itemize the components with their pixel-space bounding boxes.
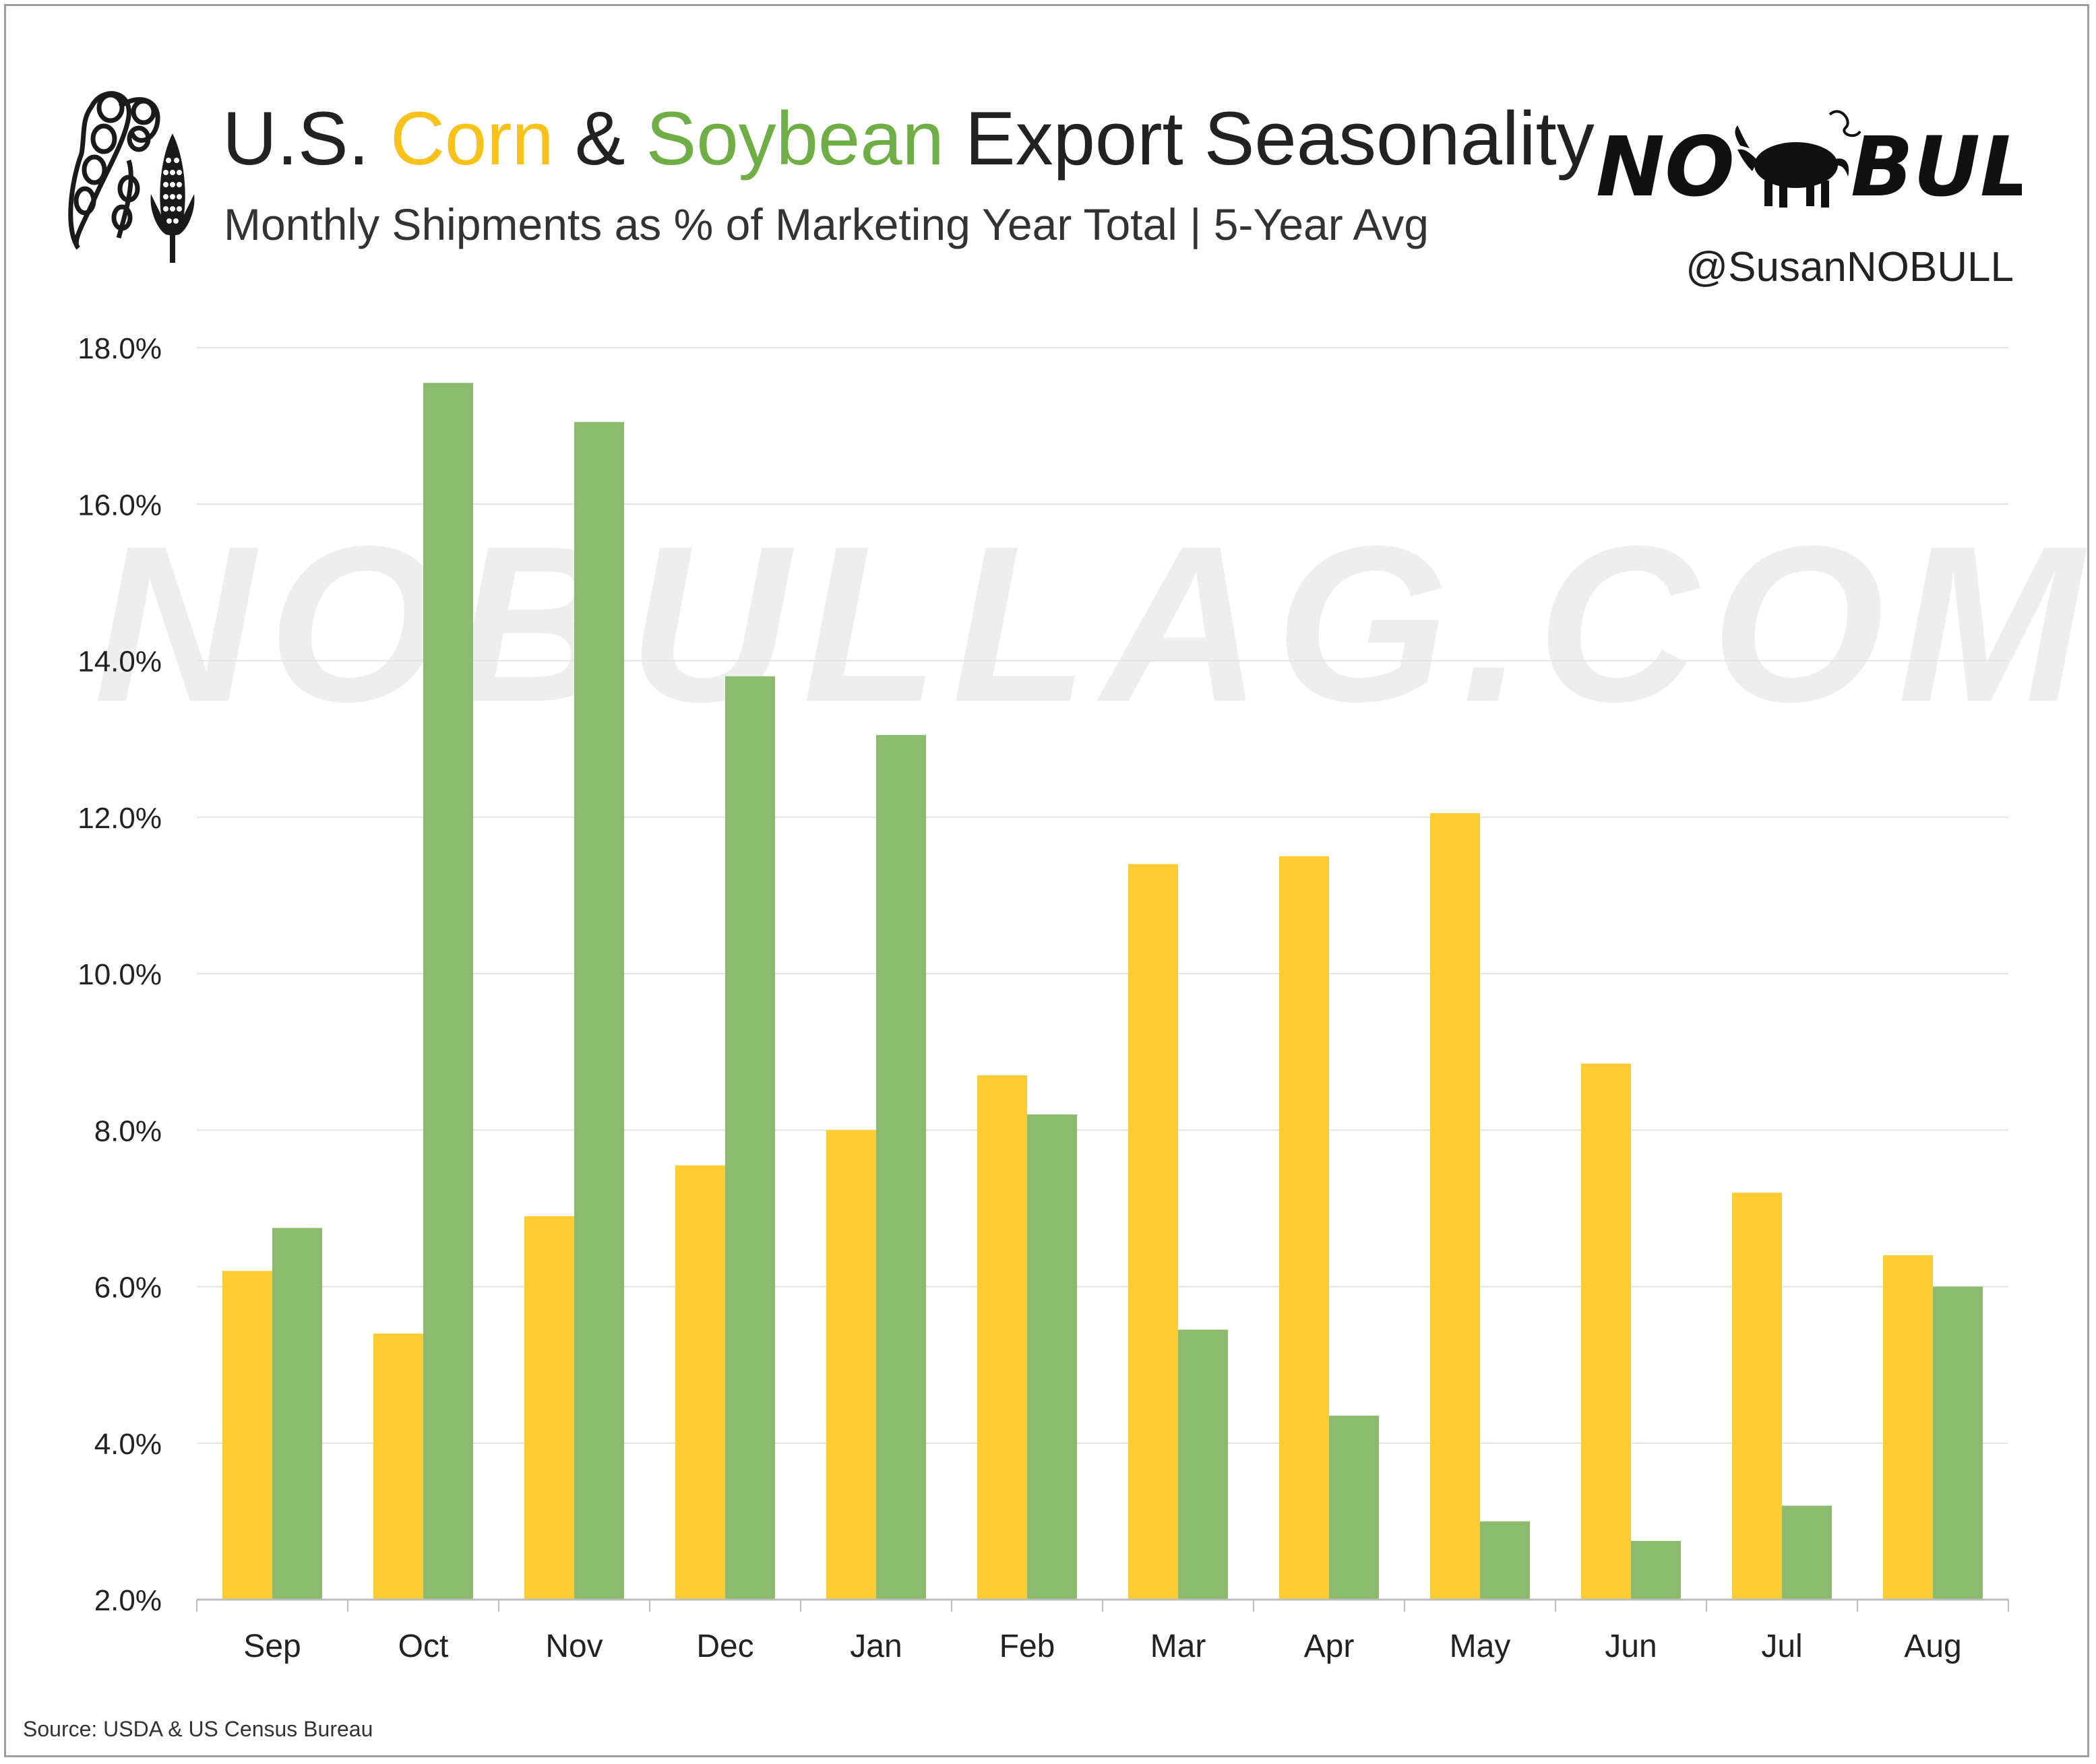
x-tick-label: Jul: [1761, 1629, 1802, 1664]
y-tick-label: 2.0%: [94, 1584, 162, 1617]
x-tick-label: Aug: [1904, 1629, 1961, 1664]
smoke-icon: [1828, 110, 1861, 137]
title-ampersand: &: [553, 96, 646, 181]
x-tick-label: Feb: [999, 1629, 1055, 1664]
x-tick-label: May: [1450, 1629, 1511, 1664]
y-tick-label: 6.0%: [94, 1271, 162, 1304]
soybean-bar: [1027, 1114, 1077, 1600]
brand-logo: NO BULL: [1596, 110, 2022, 215]
soybean-bar: [1631, 1540, 1681, 1600]
y-tick-label: 16.0%: [78, 489, 162, 522]
axes: 2.0% 4.0% 6.0% 8.0% 10.0% 12.0% 14.0% 16.0% 18.0…: [78, 332, 2009, 1664]
corn-and-soybean-pod-icon: [68, 91, 195, 263]
y-tick-label: 4.0%: [94, 1428, 162, 1461]
soybean-bar: [1933, 1286, 1983, 1600]
watermark: NOBULLAG.COM: [94, 499, 2096, 748]
y-tick-label: 12.0%: [78, 802, 162, 835]
corn-bar: [826, 1130, 876, 1600]
x-tick-label: Dec: [696, 1629, 753, 1664]
y-tick-label: 8.0%: [94, 1114, 162, 1147]
x-tick-label: Jan: [850, 1629, 902, 1664]
chart-title: U.S. Corn & Soybean Export Seasonality: [222, 101, 1595, 177]
soybean-bar: [272, 1228, 322, 1600]
corn-bar: [675, 1165, 725, 1600]
soybean-bar: [1178, 1329, 1228, 1600]
bars: [222, 383, 1983, 1600]
corn-bar: [1581, 1063, 1631, 1600]
title-soybean: Soybean: [646, 96, 944, 181]
chart-subtitle: Monthly Shipments as % of Marketing Year…: [224, 199, 1429, 249]
y-tick-label: 14.0%: [78, 645, 162, 679]
corn-bar: [977, 1075, 1027, 1600]
soybean-bar: [1480, 1521, 1530, 1600]
corn-bar: [373, 1333, 423, 1600]
corn-bar: [524, 1216, 574, 1600]
brand-logo-text-no: NO: [1596, 119, 1735, 215]
x-tick-label: Mar: [1150, 1629, 1206, 1664]
social-handle: @SusanNOBULL: [1686, 244, 2014, 290]
x-tick-label: Nov: [545, 1629, 603, 1664]
corn-bar: [1883, 1255, 1933, 1600]
corn-bar: [1732, 1193, 1782, 1600]
soybean-bar: [876, 734, 926, 1600]
title-corn: Corn: [390, 96, 554, 181]
soybean-bar: [1782, 1505, 1832, 1600]
title-suffix: Export Seasonality: [944, 96, 1595, 181]
corn-bar: [1430, 813, 1480, 1600]
y-tick-label: 10.0%: [78, 958, 162, 991]
x-tick-label: Sep: [243, 1629, 301, 1664]
gridlines: [197, 347, 2008, 1444]
x-tick-label: Jun: [1605, 1629, 1657, 1664]
soybean-bar: [574, 422, 624, 1600]
y-tick-label: 18.0%: [78, 332, 162, 365]
soybean-bar: [1329, 1416, 1379, 1600]
brand-logo-text-bull: BULL: [1851, 119, 2022, 215]
title-prefix: U.S.: [222, 96, 390, 181]
soybean-bar: [725, 676, 775, 1600]
corn-bar: [1128, 864, 1178, 1600]
x-tick-label: Apr: [1304, 1629, 1355, 1664]
x-tick-label: Oct: [398, 1629, 449, 1664]
source-note: Source: USDA & US Census Bureau: [23, 1717, 373, 1741]
corn-bar: [222, 1271, 272, 1600]
soybean-bar: [423, 383, 473, 1600]
corn-bar: [1279, 856, 1329, 1600]
bull-icon: [1735, 125, 1849, 208]
